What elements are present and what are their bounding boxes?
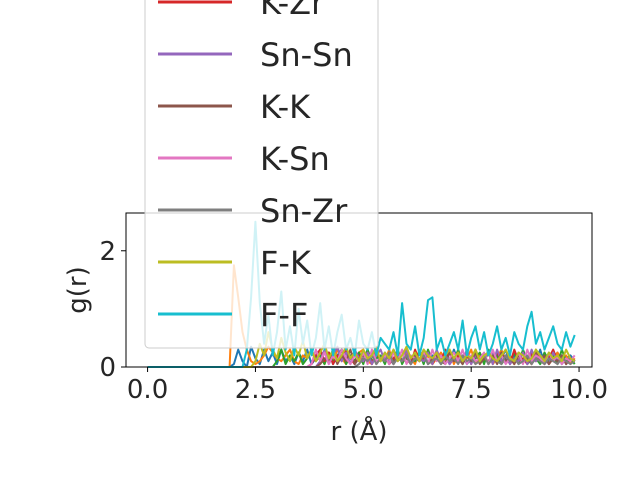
legend-label-k-zr: K-Zr (260, 0, 325, 22)
x-axis-label: r (Å) (330, 415, 387, 447)
legend-label-f-k: F-K (260, 244, 312, 282)
x-tick-label: 0.0 (127, 375, 168, 405)
x-tick-label: 7.5 (451, 375, 492, 405)
y-tick-label: 2 (99, 237, 116, 267)
axis-ticks: 0.0 2.5 5.0 7.5 10.0 0 2 (99, 237, 608, 405)
legend-label-f-f: F-F (260, 296, 308, 334)
legend-label-k-sn: K-Sn (260, 140, 330, 178)
x-tick-label: 10.0 (550, 375, 608, 405)
legend-label-sn-sn: Sn-Sn (260, 36, 353, 74)
legend-label-sn-zr: Sn-Zr (260, 192, 348, 230)
legend-label-k-k: K-K (260, 88, 311, 126)
y-tick-label: 0 (99, 353, 116, 383)
y-axis-label: g(r) (63, 266, 93, 313)
x-tick-label: 2.5 (235, 375, 276, 405)
legend: K-Zr Sn-Sn K-K K-Sn Sn-Zr F-K F-F (144, 0, 379, 349)
x-tick-label: 5.0 (343, 375, 384, 405)
